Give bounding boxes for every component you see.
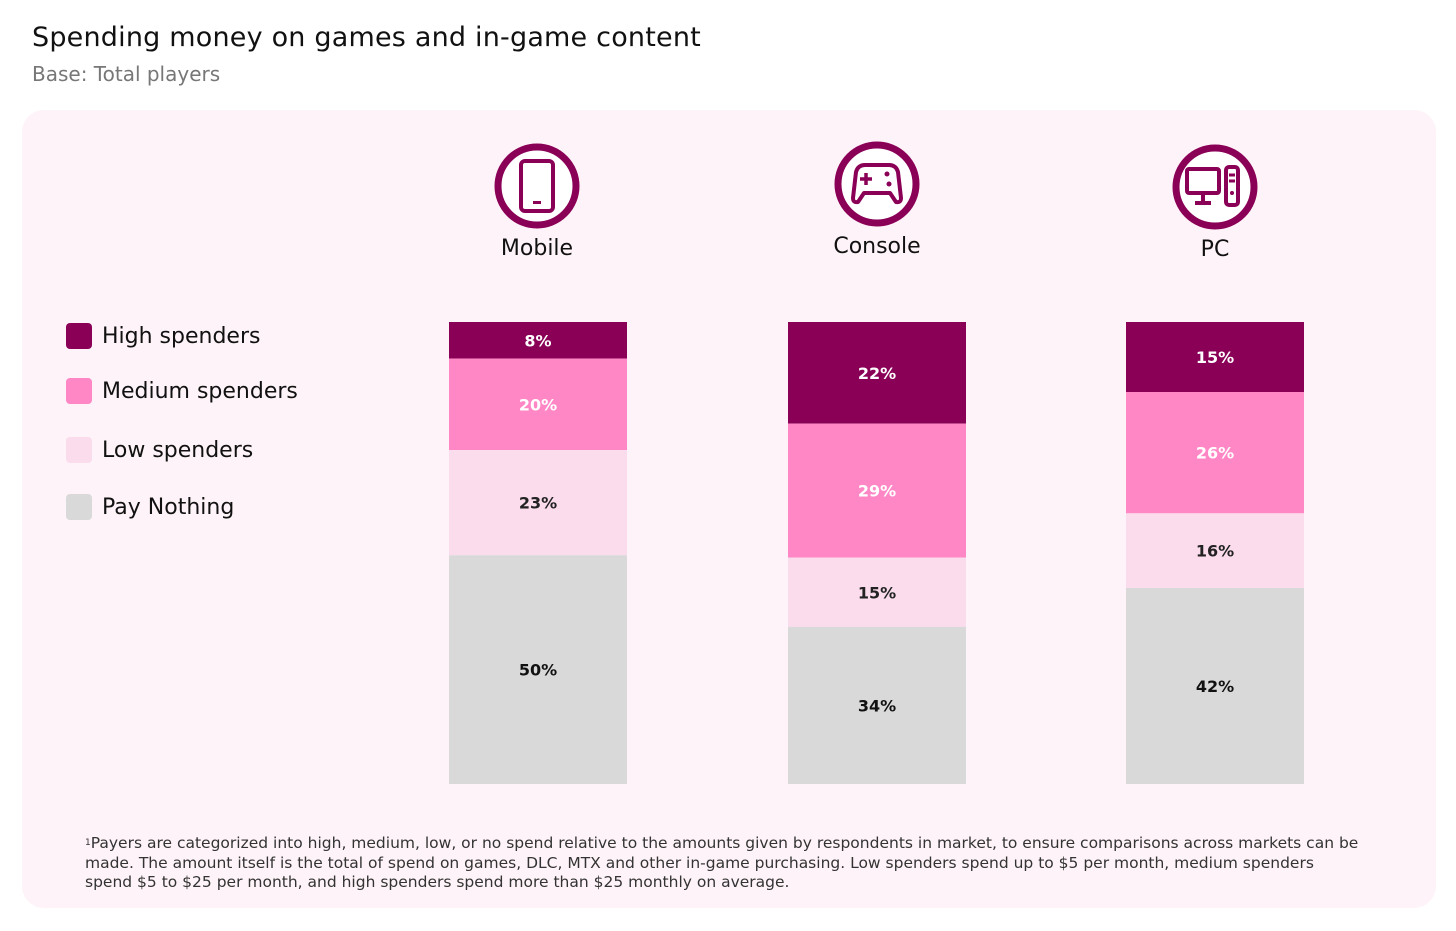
category-console: Console	[777, 140, 977, 259]
category-mobile: Mobile	[437, 142, 637, 261]
data-label: 8%	[524, 331, 551, 350]
legend-label: Pay Nothing	[102, 494, 235, 520]
legend-item-low: Low spenders	[66, 437, 253, 463]
legend-label: Low spenders	[102, 437, 254, 463]
legend-item-medium: Medium spenders	[66, 378, 298, 404]
footnote: 1Payers are categorized into high, mediu…	[85, 834, 1360, 893]
legend-swatch	[66, 494, 92, 520]
chart-title: Spending money on games and in-game cont…	[32, 22, 701, 53]
data-label: 16%	[1196, 542, 1234, 561]
bar-segment	[788, 626, 966, 784]
desktop-pc-icon	[1172, 144, 1258, 230]
legend-swatch	[66, 437, 92, 463]
legend-item-none: Pay Nothing	[66, 494, 234, 520]
bar-segment	[788, 423, 966, 558]
legend-label: Medium spenders	[102, 378, 298, 404]
category-label: PC	[1200, 237, 1230, 262]
data-label: 23%	[519, 494, 557, 513]
data-label: 34%	[858, 696, 896, 715]
bar-segment	[449, 358, 627, 451]
data-label: 26%	[1196, 444, 1234, 463]
smartphone-icon	[494, 143, 580, 229]
chart-subtitle: Base: Total players	[32, 62, 221, 86]
legend-swatch	[66, 378, 92, 404]
footnote-mark: 1	[85, 838, 91, 848]
gamepad-icon	[834, 141, 920, 227]
bar-segment	[449, 450, 627, 556]
data-label: 42%	[1196, 677, 1234, 696]
footnote-text: Payers are categorized into high, medium…	[85, 834, 1359, 891]
data-label: 20%	[519, 395, 557, 414]
category-pc: PC	[1115, 143, 1315, 262]
bar-segment	[449, 555, 627, 784]
bar-segment	[788, 322, 966, 424]
data-label: 15%	[1196, 348, 1234, 367]
bar-segment	[1126, 513, 1304, 588]
legend-label: High spenders	[102, 323, 261, 349]
legend-swatch	[66, 323, 92, 349]
category-label: Console	[833, 234, 921, 259]
legend-item-high: High spenders	[66, 323, 260, 349]
data-label: 22%	[858, 364, 896, 383]
data-label: 50%	[519, 661, 557, 680]
data-label: 15%	[858, 583, 896, 602]
bar-segment	[1126, 588, 1304, 784]
bar-segment	[1126, 392, 1304, 514]
bar-segment	[449, 322, 627, 359]
category-label: Mobile	[500, 236, 574, 261]
data-label: 29%	[858, 482, 896, 501]
bar-segment	[1126, 322, 1304, 392]
bar-segment	[788, 557, 966, 627]
